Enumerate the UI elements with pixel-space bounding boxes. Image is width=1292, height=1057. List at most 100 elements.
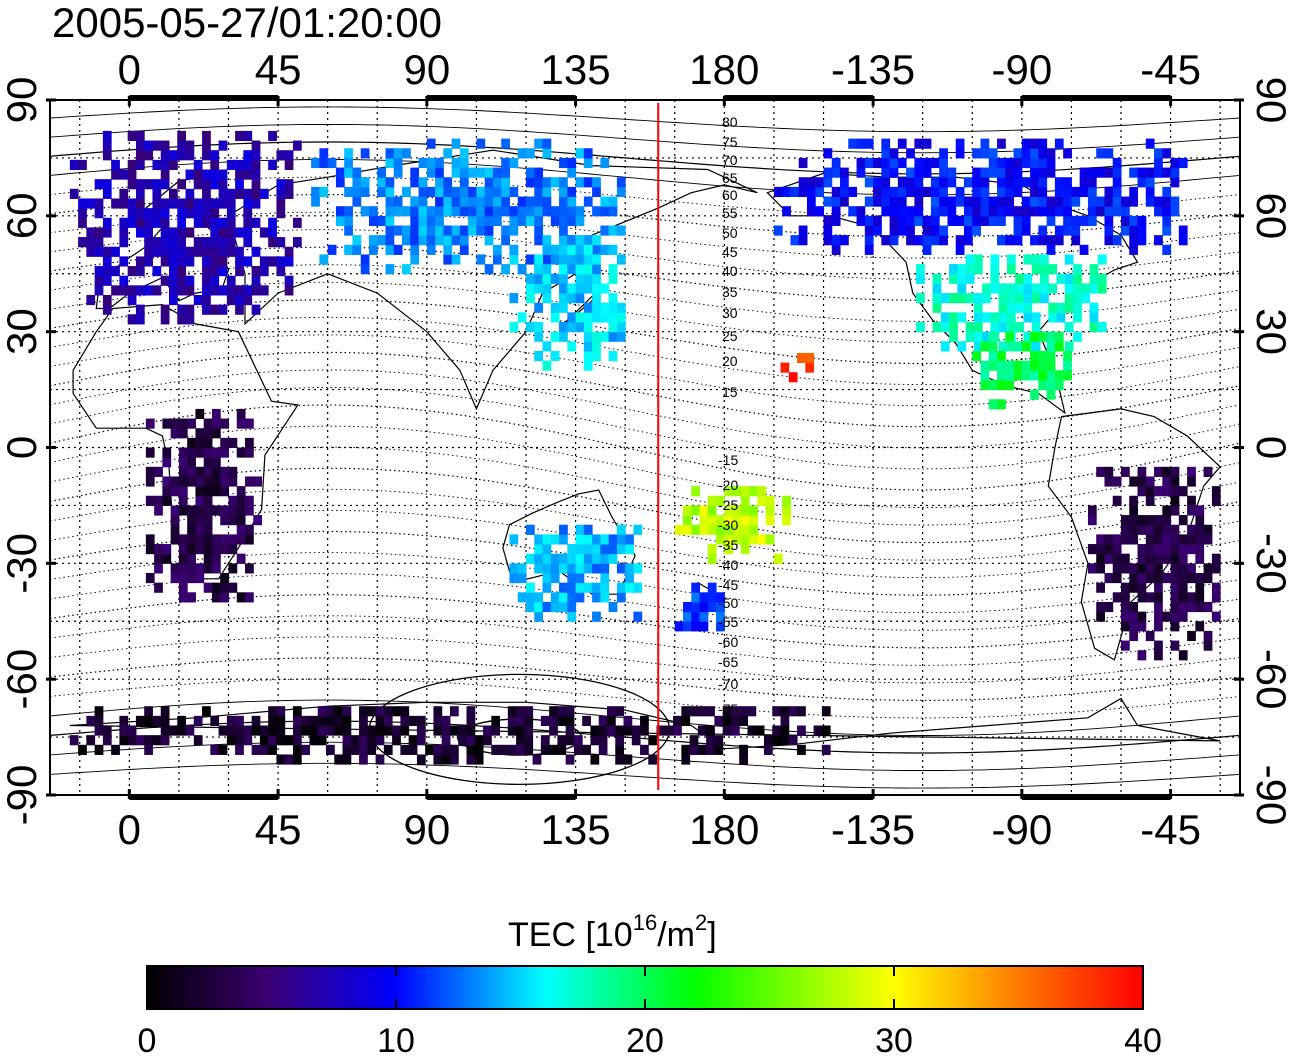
tec-pixel — [559, 534, 568, 545]
tec-pixel — [385, 196, 395, 207]
tec-pixel — [195, 408, 205, 420]
contour-line — [50, 106, 1240, 133]
tec-pixel — [914, 215, 924, 226]
tec-pixel — [1096, 582, 1105, 593]
tec-pixel — [914, 235, 924, 246]
tec-pixel — [187, 505, 196, 516]
tec-pixel — [187, 524, 196, 535]
tec-pixel — [135, 150, 145, 161]
tec-pixel — [1104, 215, 1114, 226]
tec-pixel — [144, 246, 153, 257]
contour-line — [50, 530, 1240, 596]
tec-pixel — [732, 486, 742, 497]
tec-pixel — [466, 706, 476, 717]
tec-pixel — [243, 188, 253, 199]
tec-pixel — [1154, 544, 1163, 555]
tec-pixel — [119, 735, 129, 746]
tec-pixel — [160, 715, 170, 726]
tec-pixel — [517, 264, 527, 275]
tec-pixel — [1073, 283, 1082, 294]
tec-pixel — [772, 706, 782, 717]
tec-pixel — [598, 715, 608, 726]
tec-pixel — [235, 715, 244, 726]
tec-pixel — [930, 235, 940, 246]
tec-pixel — [210, 246, 220, 257]
tec-pixel — [1104, 466, 1114, 477]
tec-pixel — [435, 196, 444, 207]
tec-pixel — [972, 196, 982, 207]
tec-pixel — [534, 206, 544, 217]
tec-pixel — [1170, 486, 1180, 497]
tec-pixel — [359, 725, 368, 736]
tec-pixel — [1030, 148, 1039, 159]
tec-pixel — [1038, 331, 1048, 342]
tec-pixel — [1030, 360, 1039, 371]
tec-pixel — [592, 206, 601, 217]
tec-pixel — [955, 235, 965, 246]
tec-pixel — [939, 177, 948, 188]
tec-pixel — [583, 244, 593, 255]
tec-pixel — [542, 563, 552, 574]
tec-pixel — [534, 138, 544, 149]
tec-pixel — [1046, 389, 1056, 400]
tec-pixel — [160, 725, 170, 736]
tec-pixel — [1021, 225, 1031, 236]
tec-pixel — [102, 275, 112, 286]
tec-pixel — [162, 476, 172, 487]
tec-pixel — [616, 312, 626, 323]
tec-pixel — [236, 495, 246, 506]
tec-pixel — [592, 553, 601, 564]
tec-pixel — [400, 744, 410, 755]
tec-pixel — [1187, 476, 1196, 487]
tec-pixel — [1129, 572, 1139, 584]
tec-pixel — [1046, 379, 1056, 391]
tec-pixel — [392, 725, 401, 736]
tec-pixel — [334, 706, 344, 717]
tec-pixel — [831, 167, 841, 178]
tec-pixel — [127, 130, 137, 142]
tec-pixel — [1170, 495, 1180, 506]
tec-pixel — [1154, 592, 1163, 603]
tec-pixel — [193, 246, 203, 257]
tec-pixel — [276, 198, 286, 209]
tec-pixel — [881, 157, 891, 169]
tec-pixel — [988, 148, 998, 159]
tec-pixel — [889, 167, 899, 178]
tec-pixel — [567, 283, 577, 294]
tec-pixel — [259, 266, 269, 277]
tec-pixel — [491, 725, 501, 736]
tec-pixel — [716, 495, 725, 506]
frame-bar — [1021, 795, 1171, 800]
tec-pixel — [226, 725, 236, 736]
tec-pixel — [402, 235, 411, 246]
lat-label-left: -90 — [0, 765, 45, 826]
tec-pixel — [1187, 601, 1196, 613]
tec-pixel — [608, 302, 618, 313]
tec-pixel — [965, 273, 975, 284]
tec-pixel — [154, 466, 163, 477]
tec-pixel — [145, 418, 155, 429]
tec-pixel — [243, 237, 253, 248]
tec-pixel — [1178, 601, 1188, 613]
tec-pixel — [400, 715, 410, 726]
tec-pixel — [1170, 466, 1180, 477]
tec-pixel — [145, 534, 155, 545]
tec-pixel — [1006, 283, 1016, 294]
tec-pixel — [135, 227, 145, 238]
tec-pixel — [152, 735, 162, 746]
tec-pixel — [1112, 235, 1122, 246]
contour-label: -15 — [718, 452, 738, 468]
tec-pixel — [507, 715, 517, 726]
tec-pixel — [169, 198, 178, 209]
tec-pixel — [749, 505, 758, 516]
tec-pixel — [152, 266, 162, 277]
tec-pixel — [798, 225, 808, 236]
tec-pixel — [881, 196, 891, 207]
tec-pixel — [534, 235, 544, 246]
tec-pixel — [972, 350, 982, 362]
tec-pixel — [980, 370, 990, 381]
tec-pixel — [94, 198, 104, 209]
tec-pixel — [319, 254, 329, 265]
tec-pixel — [251, 188, 261, 199]
tec-pixel — [691, 621, 701, 632]
